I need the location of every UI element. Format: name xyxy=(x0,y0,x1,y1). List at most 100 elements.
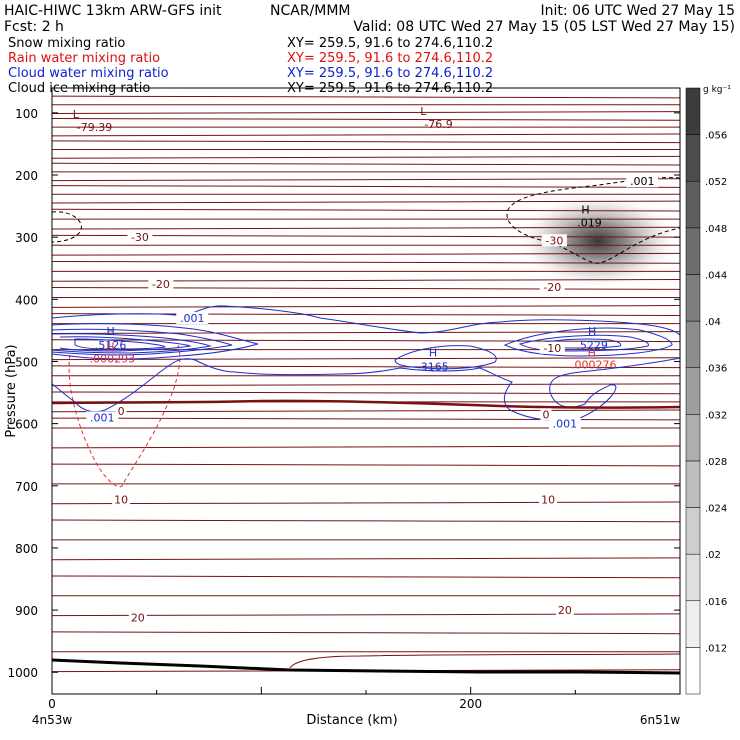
isotherm-line xyxy=(52,519,680,523)
cloud-water-label: .001 xyxy=(90,411,115,424)
field-section-coords: XY= 259.5, 91.6 to 274.6,110.2 xyxy=(287,51,493,66)
cloud-water-label: .001 xyxy=(180,312,205,325)
isotherm-line xyxy=(52,631,680,635)
isotherm-label: -30 xyxy=(131,231,149,244)
colorbar: .012 .016 .02 .024 .028 .032 .036 .04 .044 .048 .0… xyxy=(685,85,731,695)
colorbar-segment xyxy=(685,87,701,135)
isotherm-label-bg xyxy=(127,231,153,244)
temp-low-value: -79.39 xyxy=(77,121,112,134)
isotherm-label: 0 xyxy=(543,408,550,421)
y-tick-label: 400 xyxy=(15,293,38,307)
isotherm-label-bg xyxy=(540,408,552,421)
rain-max-value: .000293 xyxy=(90,352,136,365)
valid-time: Valid: 08 UTC Wed 27 May 15 (05 LST Wed … xyxy=(353,19,735,35)
colorbar-label: .032 xyxy=(705,410,727,421)
isotherm-label: 10 xyxy=(114,493,128,506)
isotherm-line xyxy=(52,383,680,387)
zero-isotherm xyxy=(52,399,680,409)
cloud-ice-label: .001 xyxy=(630,175,655,188)
isotherm-line xyxy=(52,463,680,467)
cloud-water-max-mark: H xyxy=(429,347,437,360)
snow-mixing-ratio-shading xyxy=(520,195,676,287)
y-tick-label: 300 xyxy=(15,231,38,245)
x-tick-label: 0 xyxy=(48,697,56,711)
colorbar-segment xyxy=(685,367,701,415)
isotherm-line xyxy=(52,557,680,561)
field-label: Rain water mixing ratio xyxy=(8,51,160,66)
x-endpoint-end: 6n51w xyxy=(640,713,681,727)
colorbar-segment xyxy=(685,507,701,555)
y-tick-label: 200 xyxy=(15,169,38,183)
terrain-line xyxy=(52,658,680,675)
isotherm-label-bg xyxy=(128,611,147,624)
cloud-water-label: .001 xyxy=(553,418,578,431)
colorbar-segment xyxy=(685,414,701,462)
isotherm-line xyxy=(52,117,680,121)
isotherm-label-bg xyxy=(539,280,565,293)
init-time: Init: 06 UTC Wed 27 May 15 xyxy=(541,3,735,19)
cloud-ice-max-value: .019 xyxy=(577,217,602,230)
isotherm-label-bg xyxy=(539,341,565,354)
colorbar-segment xyxy=(685,320,701,368)
colorbar-unit: g kg⁻¹ xyxy=(703,85,731,95)
cloud-water-label-bg xyxy=(176,311,209,324)
isotherm-line xyxy=(52,391,680,395)
isotherm-label-bg xyxy=(539,493,558,506)
forecast-hour: Fcst: 2 h xyxy=(4,19,64,35)
isotherm-line xyxy=(52,133,680,137)
rain-max-value: .000276 xyxy=(571,359,617,372)
model-title: HAIC-HIWC 13km ARW-GFS init xyxy=(4,3,222,19)
cloud-ice-max-mark: H xyxy=(581,204,589,217)
isotherm-line xyxy=(52,178,680,182)
y-tick-label: 900 xyxy=(15,604,38,618)
isotherm-label: 20 xyxy=(558,604,572,617)
rain-contour xyxy=(68,344,181,488)
field-section-coords: XY= 259.5, 91.6 to 274.6,110.2 xyxy=(287,66,493,81)
field-section-coords: XY= 259.5, 91.6 to 274.6,110.2 xyxy=(287,36,493,51)
cloud-ice-contour-left xyxy=(52,211,82,243)
colorbar-segment xyxy=(685,553,701,602)
isotherm-line xyxy=(52,140,680,144)
isotherm-label: 0 xyxy=(118,405,125,418)
y-tick-label: 700 xyxy=(15,480,38,494)
isotherm-label-bg xyxy=(115,405,127,418)
cloud-water-max-value: .3165 xyxy=(417,361,449,374)
temp-low-mark: L xyxy=(420,105,427,118)
rain-max-mark: H xyxy=(588,347,596,360)
isotherm-line xyxy=(52,95,680,99)
colorbar-label: .052 xyxy=(705,177,727,188)
isotherm-line xyxy=(52,287,680,290)
cloud-water-max-value: .5229 xyxy=(576,339,608,352)
colorbar-segment xyxy=(685,134,701,182)
isotherm-line xyxy=(52,111,680,114)
colorbar-label: .024 xyxy=(705,504,727,515)
isotherm-label-bg xyxy=(112,493,131,506)
colorbar-label: .016 xyxy=(705,597,727,608)
isotherm-label: 10 xyxy=(541,493,555,506)
colorbar-label: .036 xyxy=(705,364,727,375)
colorbar-label: .056 xyxy=(705,131,727,142)
temp-low-value: -76.9 xyxy=(424,118,452,131)
contour-labels: -30 -30-20 -20-100 010 102020L-79.39L-76.9.0… xyxy=(73,105,659,625)
isotherm-label: -20 xyxy=(152,278,170,291)
colorbar-label: .048 xyxy=(705,224,727,235)
isotherm-label: -30 xyxy=(545,234,563,247)
isotherm-line xyxy=(52,409,680,413)
colorbar-label: .044 xyxy=(705,270,727,281)
isotherm-line xyxy=(52,417,680,421)
colorbar-label: .028 xyxy=(705,457,727,468)
isotherm-lines xyxy=(52,95,680,673)
y-axis-label: Pressure (hPa) xyxy=(4,344,19,437)
plot-area: -30 -30-20 -20-100 010 102020L-79.39L-76.9.0… xyxy=(4,87,681,728)
isotherm-label: -20 xyxy=(543,281,561,294)
isotherm-line xyxy=(289,653,680,669)
isotherm-line xyxy=(52,331,680,334)
isotherm-line xyxy=(52,155,680,159)
header: HAIC-HIWC 13km ARW-GFS init NCAR/MMM Ini… xyxy=(4,3,735,96)
colorbar-segment xyxy=(685,274,701,322)
isotherm-label-bg xyxy=(148,277,174,290)
cloud-water-max-mark: H xyxy=(106,325,114,338)
isotherm-label-bg xyxy=(541,234,567,247)
isotherm-line xyxy=(52,575,680,579)
